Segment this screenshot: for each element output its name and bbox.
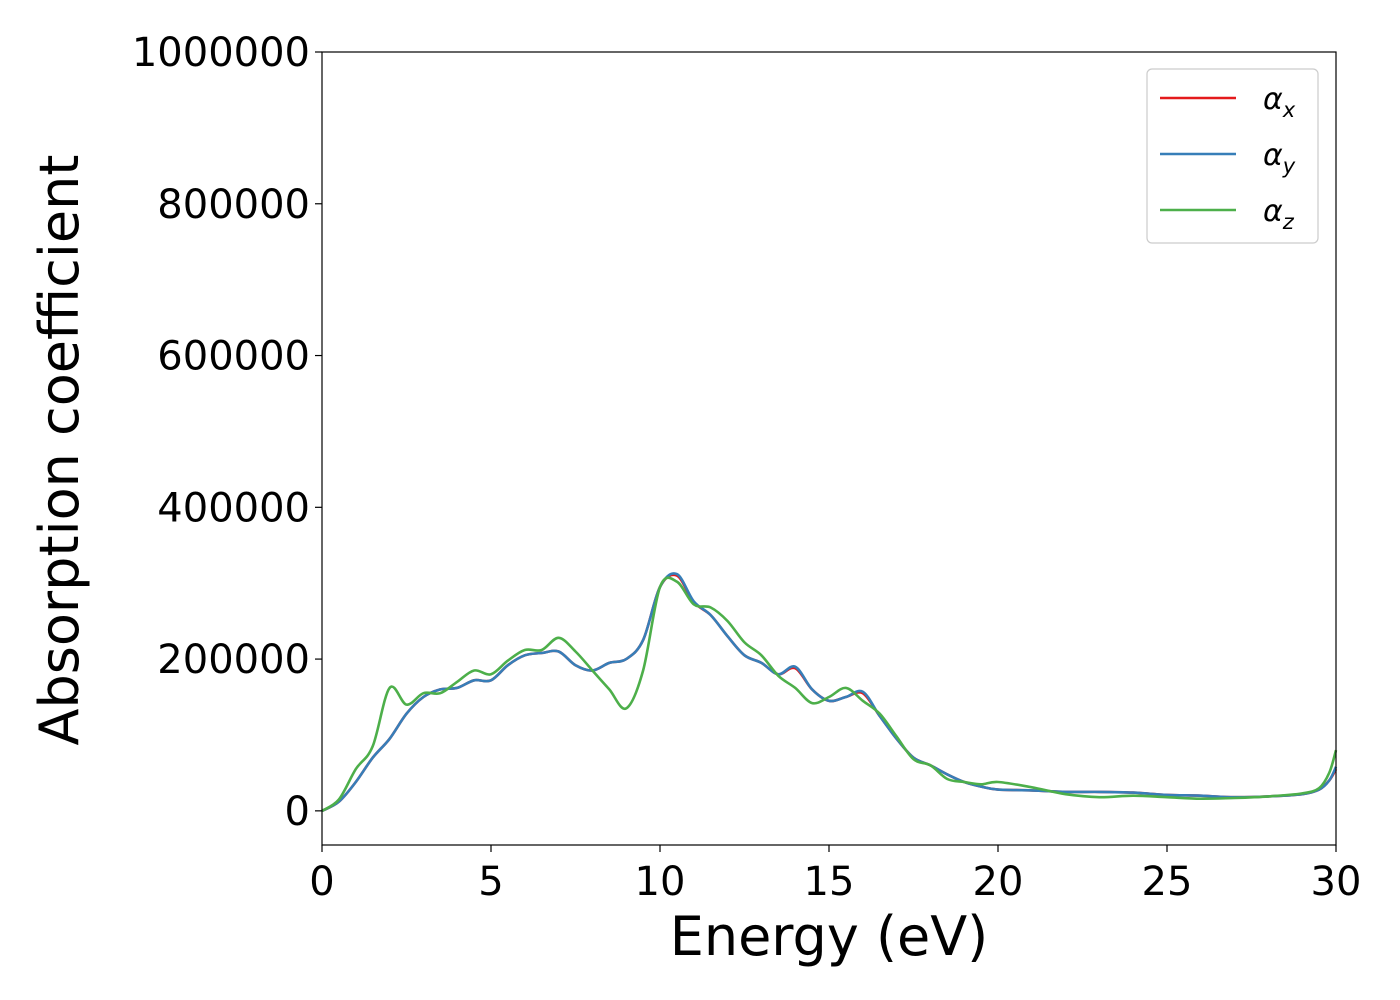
legend-symbol: α <box>1263 82 1283 117</box>
y-axis-title: Absorption coefficient <box>28 155 91 746</box>
x-tick-label: 20 <box>973 859 1024 905</box>
legend-subscript: y <box>1282 154 1296 178</box>
legend-label-x: αx <box>1263 82 1296 122</box>
y-tick-label: 400000 <box>157 485 310 531</box>
legend-subscript: z <box>1282 210 1295 234</box>
x-tick-label: 30 <box>1311 859 1362 905</box>
legend-box <box>1146 68 1319 244</box>
legend-label-y: αy <box>1263 138 1296 178</box>
series-line-y <box>321 572 1338 813</box>
legend-label-z: αz <box>1263 194 1295 234</box>
x-tick-label: 15 <box>804 859 855 905</box>
y-axis: 0 200000 400000 600000 800000 1000000 <box>132 30 322 835</box>
y-tick-label: 1000000 <box>132 30 310 76</box>
y-tick-label: 600000 <box>157 334 310 380</box>
legend-symbol: α <box>1263 194 1283 229</box>
x-tick-label: 10 <box>635 859 686 905</box>
x-tick-label: 0 <box>309 859 334 905</box>
series-layer <box>321 572 1338 813</box>
x-axis-title: Energy (eV) <box>670 905 989 968</box>
series-line-z <box>321 576 1338 813</box>
y-tick-label: 0 <box>285 789 310 835</box>
x-tick-label: 5 <box>478 859 503 905</box>
x-tick-label: 25 <box>1142 859 1193 905</box>
y-tick-label: 800000 <box>157 182 310 228</box>
legend-subscript: x <box>1282 98 1296 122</box>
x-axis: 0 5 10 15 20 25 30 <box>309 845 1361 905</box>
legend-symbol: α <box>1263 138 1283 173</box>
y-tick-label: 200000 <box>157 637 310 683</box>
